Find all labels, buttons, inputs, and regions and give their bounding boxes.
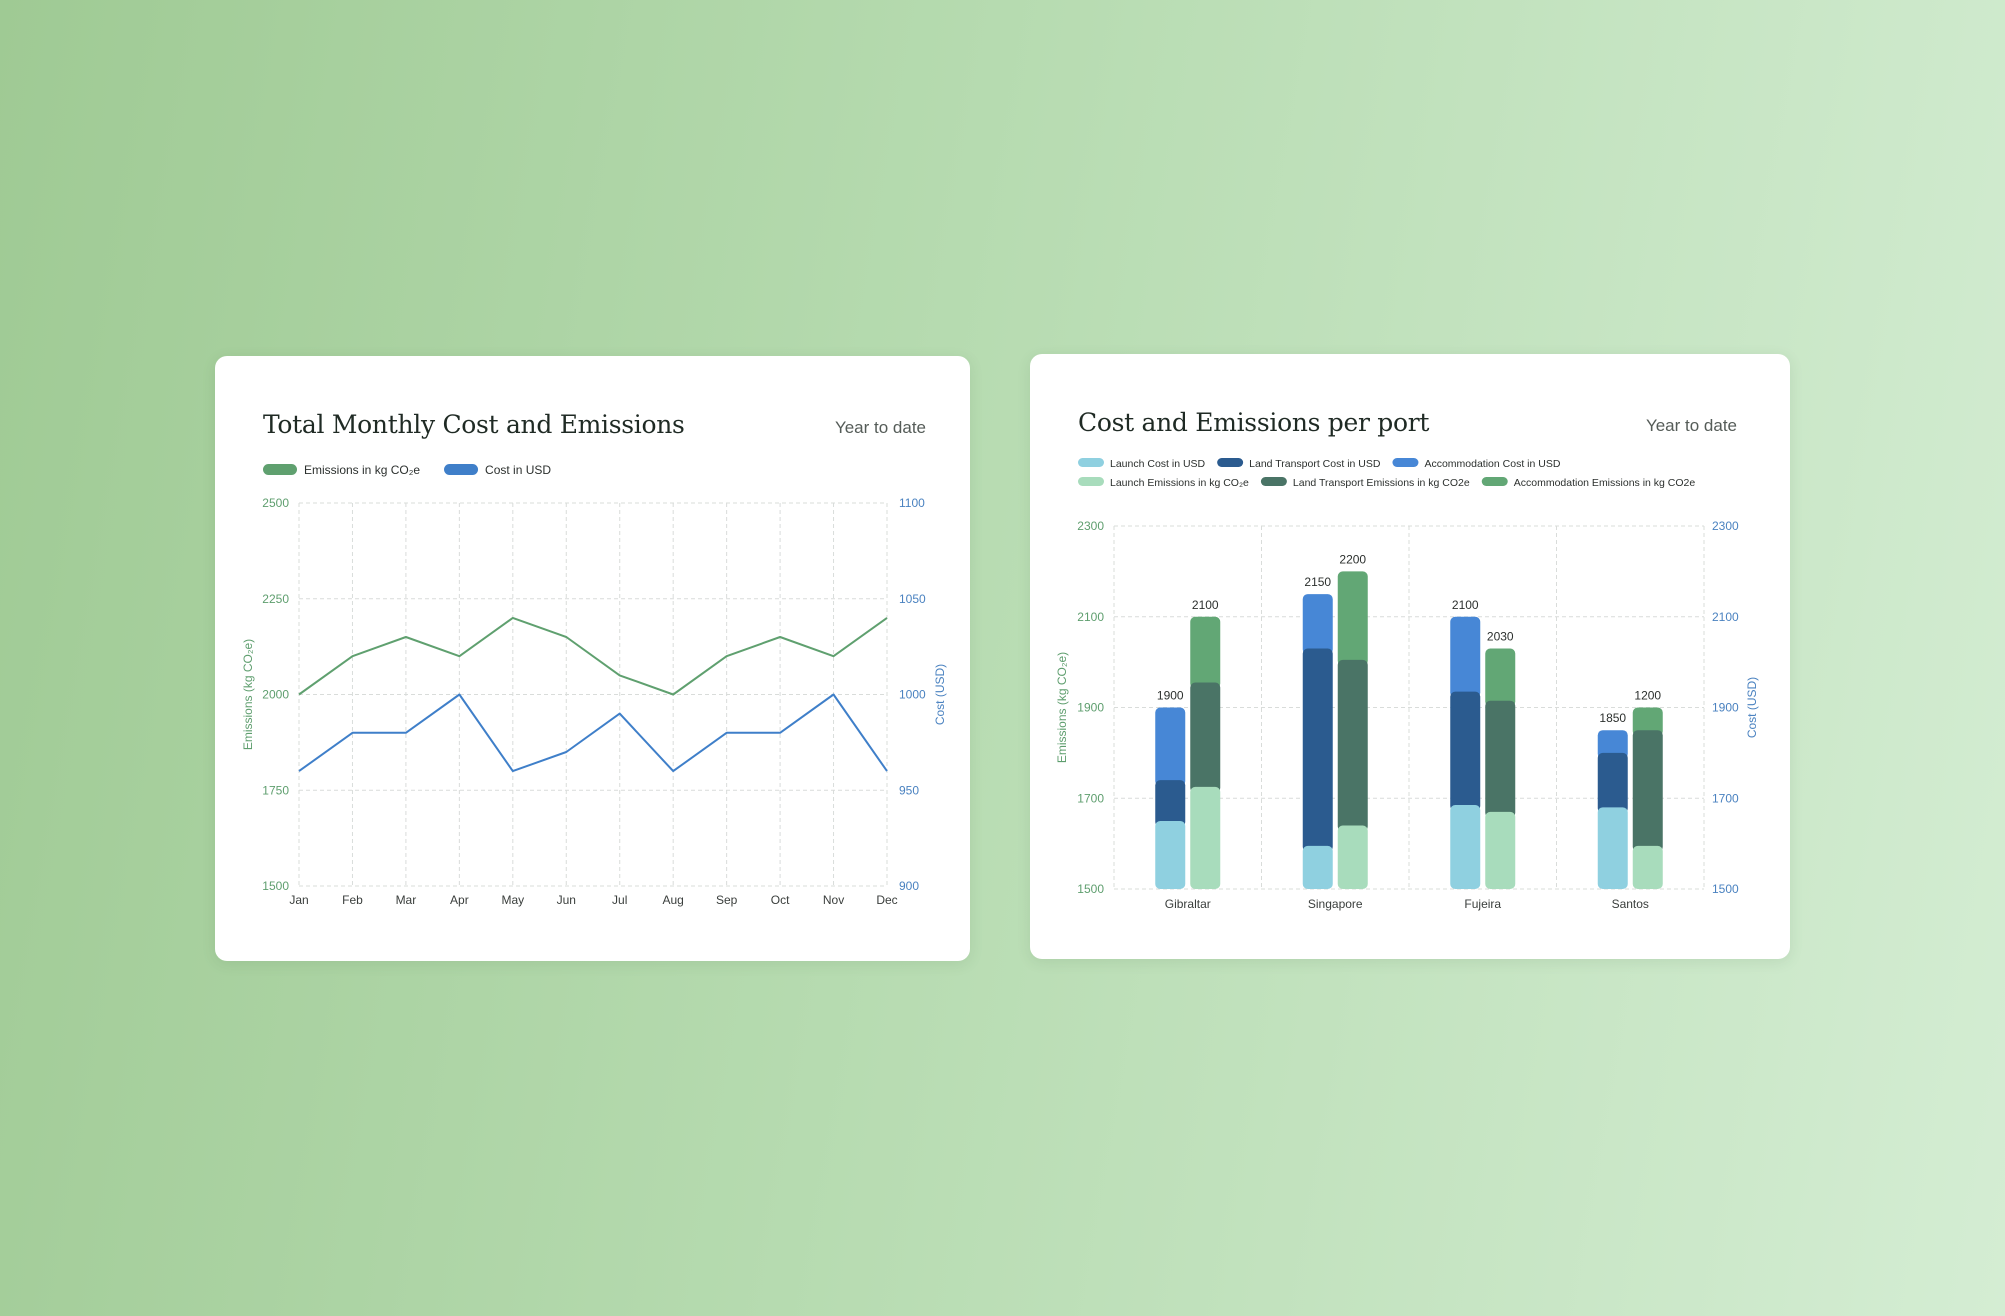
bar-total-label-gibraltar-emissions: 2100 [1192, 598, 1219, 612]
y-right-tick-label: 1700 [1712, 791, 1739, 805]
x-tick-label-santos: Santos [1612, 897, 1649, 911]
x-tick-label-jun: Jun [557, 893, 576, 907]
y-right-tick-label: 900 [899, 879, 919, 893]
bar-segment-fujeira-accommodation-cost-in-usd [1450, 616, 1481, 698]
bar-segment-gibraltar-accommodation-emissions-in-kg-co2e [1190, 616, 1221, 689]
bar-segment-fujeira-launch-cost-in-usd [1450, 805, 1481, 889]
y-right-axis-title: Cost (USD) [1745, 677, 1759, 738]
legend-label-accommodation-cost-in-usd: Accommodation Cost in USD [1424, 458, 1560, 470]
x-tick-label-aug: Aug [663, 893, 684, 907]
legend-label-cost-in-usd: Cost in USD [485, 463, 551, 477]
x-tick-label-nov: Nov [823, 893, 844, 907]
legend-swatch-launch-emissions-in-kg-co-e [1078, 477, 1104, 486]
y-right-tick-label: 1900 [1712, 701, 1739, 715]
bar-total-label-santos-emissions: 1200 [1634, 689, 1661, 703]
bar-total-label-singapore-emissions: 2200 [1339, 552, 1366, 566]
x-tick-label-mar: Mar [396, 893, 417, 907]
x-tick-label-apr: Apr [450, 893, 469, 907]
bar-segment-santos-land-transport-cost-in-usd [1597, 752, 1628, 814]
port-cost-emissions-card: Cost and Emissions per port Year to date… [1030, 354, 1790, 959]
bar-segment-gibraltar-launch-cost-in-usd [1155, 820, 1186, 889]
y-right-axis-title: Cost (USD) [933, 664, 947, 725]
bar-segment-gibraltar-land-transport-cost-in-usd [1155, 780, 1186, 827]
bar-segment-singapore-land-transport-cost-in-usd [1302, 648, 1333, 852]
bar-segment-gibraltar-land-transport-emissions-in-kg-co2e [1190, 682, 1221, 793]
bar-chart-title: Cost and Emissions per port [1078, 408, 1430, 437]
bar-total-label-gibraltar-cost: 1900 [1157, 689, 1184, 703]
x-tick-label-feb: Feb [342, 893, 363, 907]
y-right-tick-label: 1500 [1712, 882, 1739, 896]
y-left-tick-label: 1750 [262, 783, 289, 797]
y-right-tick-label: 2100 [1712, 610, 1739, 624]
legend-label-accommodation-emissions-in-kg-co2e: Accommodation Emissions in kg CO2e [1514, 477, 1696, 489]
x-tick-label-singapore: Singapore [1308, 897, 1363, 911]
legend-swatch-land-transport-emissions-in-kg-co2e [1260, 477, 1287, 486]
bar-segment-gibraltar-accommodation-cost-in-usd [1155, 707, 1186, 787]
bar-chart-period[interactable]: Year to date [1645, 416, 1737, 435]
legend-swatch-accommodation-emissions-in-kg-co2e [1481, 477, 1508, 486]
series-line-emissions-in-kg-co-e [298, 616, 888, 696]
y-left-tick-label: 1700 [1077, 791, 1104, 805]
line-chart-period[interactable]: Year to date [834, 418, 926, 437]
bar-segment-santos-land-transport-emissions-in-kg-co2e [1632, 730, 1663, 852]
bar-segment-singapore-land-transport-emissions-in-kg-co2e [1337, 659, 1368, 832]
y-left-tick-label: 2100 [1077, 610, 1104, 624]
y-left-tick-label: 2000 [262, 688, 289, 702]
y-left-axis-title: Emissions (kg CO₂e) [1055, 652, 1069, 763]
y-right-tick-label: 1050 [899, 592, 926, 606]
bar-segment-santos-launch-emissions-in-kg-co-e [1632, 845, 1663, 889]
legend-label-launch-emissions-in-kg-co-e: Launch Emissions in kg CO₂e [1110, 477, 1249, 489]
bar-segment-singapore-launch-emissions-in-kg-co-e [1337, 825, 1368, 889]
y-right-tick-label: 1000 [899, 688, 926, 702]
legend-label-launch-cost-in-usd: Launch Cost in USD [1110, 458, 1206, 470]
legend-label-land-transport-cost-in-usd: Land Transport Cost in USD [1249, 458, 1381, 470]
series-line-cost-in-usd [298, 693, 888, 773]
bar-segment-santos-accommodation-emissions-in-kg-co2e [1632, 707, 1663, 737]
x-tick-label-jul: Jul [612, 893, 627, 907]
x-tick-label-fujeira: Fujeira [1464, 897, 1501, 911]
bar-total-label-fujeira-emissions: 2030 [1487, 630, 1514, 644]
y-left-tick-label: 2250 [262, 592, 289, 606]
y-left-tick-label: 1500 [262, 879, 289, 893]
legend-swatch-launch-cost-in-usd [1078, 458, 1104, 467]
bar-segment-santos-accommodation-cost-in-usd [1597, 730, 1628, 759]
bar-segment-santos-launch-cost-in-usd [1597, 807, 1628, 889]
bar-segment-fujeira-launch-emissions-in-kg-co-e [1485, 811, 1516, 889]
y-left-tick-label: 1900 [1077, 701, 1104, 715]
y-left-tick-label: 2500 [262, 496, 289, 510]
x-tick-label-jan: Jan [289, 893, 308, 907]
legend-swatch-accommodation-cost-in-usd [1392, 458, 1419, 467]
bar-total-label-singapore-cost: 2150 [1304, 575, 1331, 589]
y-right-tick-label: 950 [899, 783, 919, 797]
bar-segment-gibraltar-launch-emissions-in-kg-co-e [1190, 786, 1221, 889]
bar-segment-singapore-launch-cost-in-usd [1302, 845, 1333, 889]
y-left-tick-label: 2300 [1077, 519, 1104, 533]
y-right-tick-label: 2300 [1712, 519, 1739, 533]
y-left-tick-label: 1500 [1077, 882, 1104, 896]
bar-segment-fujeira-accommodation-emissions-in-kg-co2e [1485, 648, 1516, 707]
bar-total-label-fujeira-cost: 2100 [1452, 598, 1479, 612]
line-chart-title: Total Monthly Cost and Emissions [263, 410, 685, 439]
x-tick-label-sep: Sep [716, 893, 738, 907]
bar-segment-singapore-accommodation-cost-in-usd [1302, 594, 1333, 655]
x-tick-label-may: May [501, 893, 524, 907]
bar-total-label-santos-cost: 1850 [1599, 711, 1626, 725]
monthly-cost-emissions-card: Total Monthly Cost and Emissions Year to… [215, 356, 970, 961]
x-tick-label-gibraltar: Gibraltar [1165, 897, 1211, 911]
line-chart: Emissions in kg CO₂e Cost in USD 1500 1750 2… [241, 463, 947, 907]
y-right-tick-label: 1100 [899, 496, 925, 510]
legend-swatch-emissions-in-kg-co-e [263, 464, 297, 475]
y-left-axis-title: Emissions (kg CO₂e) [241, 639, 255, 750]
bar-segment-fujeira-land-transport-emissions-in-kg-co2e [1485, 700, 1516, 818]
bar-segment-singapore-accommodation-emissions-in-kg-co2e [1337, 571, 1368, 666]
bar-segment-fujeira-land-transport-cost-in-usd [1450, 691, 1481, 812]
legend-label-land-transport-emissions-in-kg-co2e: Land Transport Emissions in kg CO2e [1293, 477, 1470, 489]
x-tick-label-oct: Oct [771, 893, 790, 907]
bar-chart: Launch Cost in USD Land Transport Cost in… [1055, 458, 1759, 911]
legend-swatch-cost-in-usd [444, 464, 479, 475]
legend-label-emissions-in-kg-co-e: Emissions in kg CO₂e [304, 463, 420, 477]
legend-swatch-land-transport-cost-in-usd [1217, 458, 1244, 467]
x-tick-label-dec: Dec [876, 893, 897, 907]
